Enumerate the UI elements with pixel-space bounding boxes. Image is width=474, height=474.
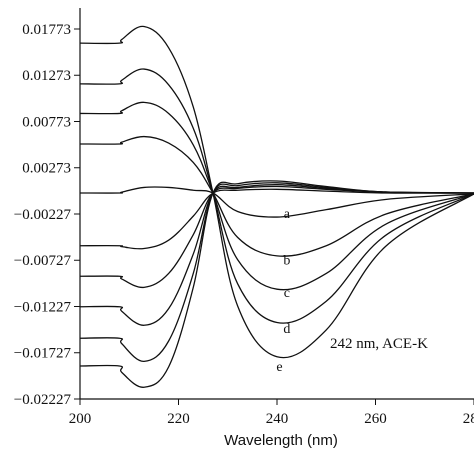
y-tick-label: 0.00773: [22, 114, 71, 130]
x-tick-label: 220: [167, 411, 190, 427]
series-line-6: [79, 188, 474, 250]
series-line-5: [79, 186, 474, 218]
curve-labels: a b c d e: [276, 207, 290, 375]
x-tick-label: 240: [266, 411, 289, 427]
curve-label-a: a: [284, 207, 291, 222]
y-tick-label: 0.01273: [22, 68, 71, 84]
annotation-label: 242 nm, ACE-K: [330, 336, 428, 352]
x-axis-title: Wavelength (nm): [224, 432, 338, 449]
series-line-10: [79, 180, 474, 388]
y-axis-ticks: 0.01773 0.01273 0.00773 0.00273 −0.00227 −0.0…: [14, 22, 80, 408]
series-line-7: [79, 185, 474, 289]
curve-label-c: c: [284, 286, 290, 301]
x-tick-label: 260: [364, 411, 387, 427]
series-lines: [79, 25, 474, 388]
x-axis-ticks: 200 220 240 260 280: [69, 399, 474, 427]
x-tick-label: 200: [69, 411, 92, 427]
series-line-9: [79, 182, 474, 363]
y-tick-label: −0.01227: [14, 299, 72, 315]
y-tick-label: 0.01773: [22, 22, 71, 38]
curve-label-b: b: [283, 254, 290, 269]
y-tick-label: 0.00273: [22, 161, 71, 177]
series-line-3: [79, 101, 474, 291]
series-line-4: [79, 135, 474, 257]
y-tick-label: −0.00227: [14, 207, 72, 223]
y-tick-label: −0.01727: [14, 346, 72, 362]
y-tick-label: −0.00727: [14, 253, 72, 269]
x-tick-label: 280: [463, 411, 474, 427]
y-tick-label: −0.02227: [14, 392, 72, 408]
series-line-2: [79, 68, 474, 324]
curve-label-d: d: [283, 322, 290, 337]
curve-label-e: e: [276, 360, 282, 375]
